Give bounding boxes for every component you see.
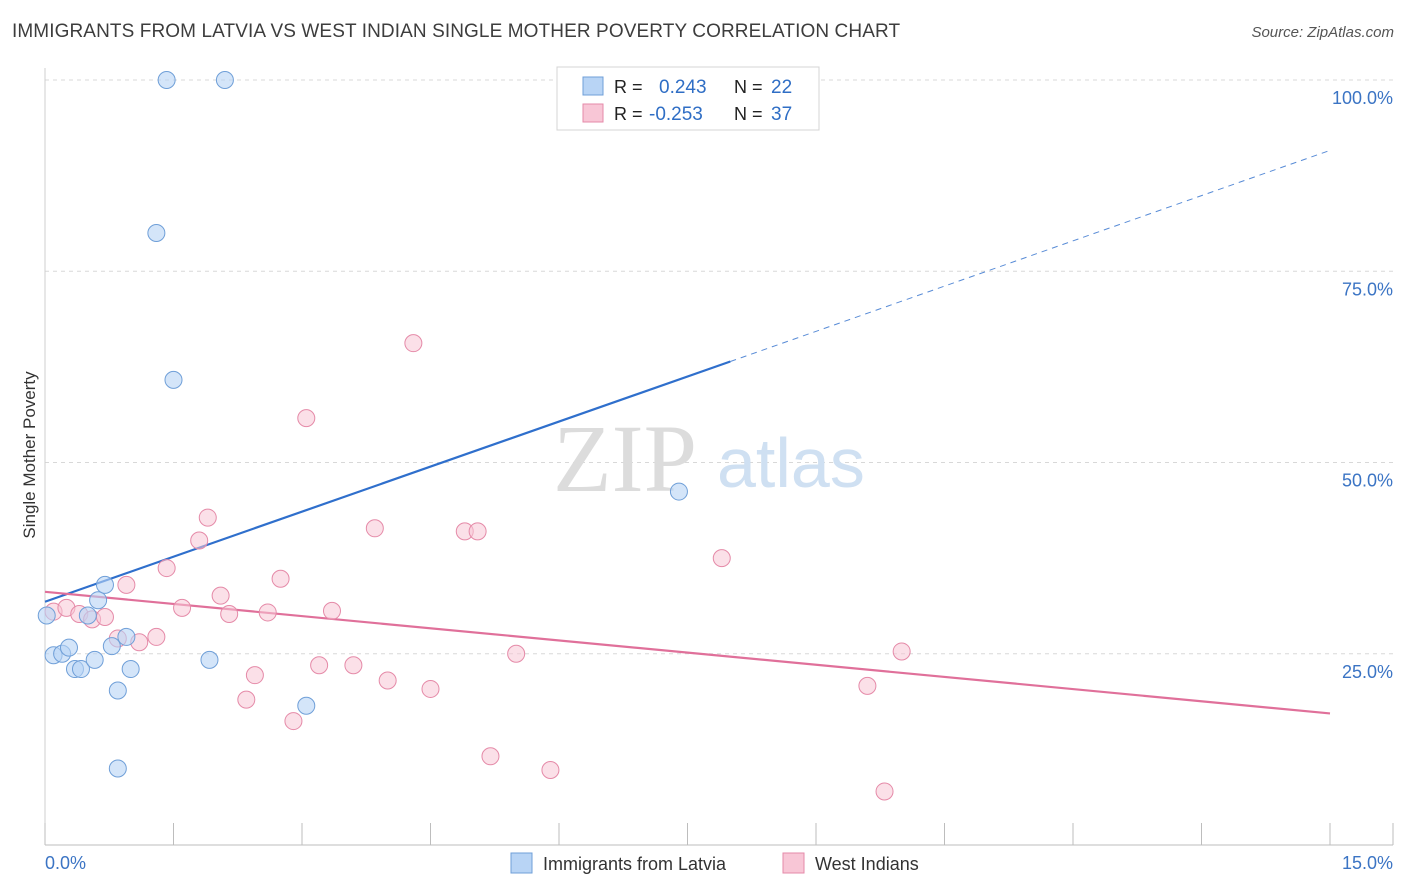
data-points	[37, 71, 911, 801]
point-latvia	[85, 650, 104, 669]
point-west-indians	[157, 559, 176, 578]
stats-n-label-pink: N =	[734, 104, 763, 124]
point-west-indians	[258, 603, 277, 622]
series-legend: Immigrants from Latvia West Indians	[510, 852, 919, 874]
legend-swatch-west-indians	[782, 852, 805, 874]
point-west-indians	[712, 549, 731, 568]
point-west-indians	[310, 656, 329, 675]
watermark-atlas: atlas	[717, 424, 865, 502]
point-west-indians	[245, 666, 264, 685]
point-latvia	[157, 71, 176, 89]
point-west-indians	[344, 656, 363, 675]
point-latvia	[121, 660, 140, 679]
point-west-indians	[173, 598, 192, 617]
point-west-indians	[147, 627, 166, 646]
point-west-indians	[190, 531, 209, 550]
point-west-indians	[95, 608, 114, 627]
stats-r-value-blue: 0.243	[659, 77, 707, 98]
point-west-indians	[198, 508, 217, 527]
point-west-indians	[507, 644, 526, 663]
legend-label-west-indians: West Indians	[815, 854, 919, 874]
stats-r-value-pink: -0.253	[649, 104, 703, 125]
point-west-indians	[481, 747, 500, 766]
point-latvia	[59, 638, 78, 657]
point-west-indians	[220, 604, 239, 623]
point-west-indians	[284, 712, 303, 731]
stats-legend-swatch-pink	[582, 103, 604, 123]
stats-n-value-blue: 22	[771, 77, 792, 98]
point-latvia	[297, 696, 316, 715]
legend-label-latvia: Immigrants from Latvia	[543, 854, 727, 874]
point-latvia	[215, 71, 234, 89]
point-west-indians	[211, 586, 230, 605]
point-latvia	[95, 575, 114, 594]
axes: 25.0% 50.0% 75.0% 100.0% 0.0% 15.0%	[44, 68, 1394, 873]
point-west-indians	[858, 676, 877, 695]
point-west-indians	[468, 522, 487, 541]
point-latvia	[78, 606, 97, 625]
point-west-indians	[892, 642, 911, 661]
y-tick-label: 50.0%	[1342, 471, 1393, 491]
point-west-indians	[117, 575, 136, 594]
point-west-indians	[378, 671, 397, 690]
point-latvia	[108, 759, 127, 778]
point-latvia	[71, 660, 90, 679]
point-latvia	[102, 637, 121, 656]
point-latvia	[147, 224, 166, 242]
point-latvia	[89, 591, 108, 610]
x-tick-label: 15.0%	[1342, 853, 1393, 873]
point-latvia	[108, 681, 127, 700]
point-west-indians	[322, 601, 341, 620]
trend-extension-latvia	[730, 149, 1331, 362]
watermark: ZIP atlas	[553, 405, 865, 512]
point-latvia	[669, 482, 688, 501]
point-latvia	[117, 627, 136, 646]
y-tick-label: 25.0%	[1342, 662, 1393, 682]
point-west-indians	[875, 782, 894, 801]
stats-n-value-pink: 37	[771, 104, 792, 125]
stats-r-label-blue: R =	[614, 77, 643, 97]
legend-swatch-latvia	[510, 852, 533, 874]
stats-r-label-pink: R =	[614, 104, 643, 124]
point-west-indians	[271, 569, 290, 588]
point-west-indians	[297, 409, 316, 428]
point-latvia	[37, 606, 56, 625]
y-tick-label: 100.0%	[1332, 88, 1393, 108]
y-axis-title: Single Mother Poverty	[20, 371, 39, 539]
point-west-indians	[365, 519, 384, 538]
chart-title: IMMIGRANTS FROM LATVIA VS WEST INDIAN SI…	[12, 21, 901, 42]
point-west-indians	[421, 679, 440, 698]
point-west-indians	[541, 761, 560, 780]
gridlines	[45, 79, 1393, 655]
point-latvia	[200, 650, 219, 669]
point-latvia	[164, 370, 183, 389]
point-west-indians	[404, 334, 423, 353]
stats-legend: R = 0.243 N = 22 R = -0.253 N = 37	[556, 66, 820, 131]
point-west-indians	[237, 690, 256, 709]
stats-n-label-blue: N =	[734, 77, 763, 97]
y-tick-label: 75.0%	[1342, 279, 1393, 299]
trend-line-latvia	[44, 360, 731, 603]
trend-line-west-indians	[44, 590, 1331, 715]
x-tick-label: 0.0%	[45, 853, 86, 873]
chart-source: Source: ZipAtlas.com	[1251, 24, 1394, 41]
stats-legend-swatch-blue	[582, 76, 604, 96]
